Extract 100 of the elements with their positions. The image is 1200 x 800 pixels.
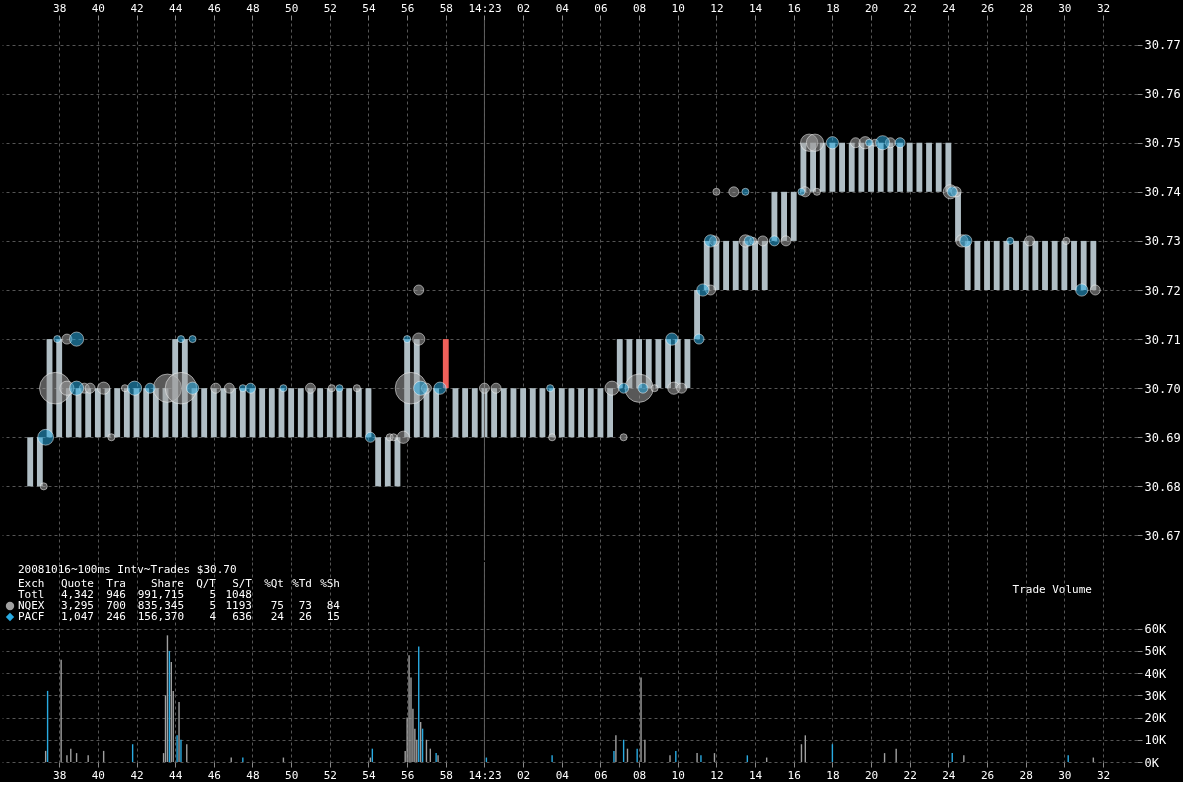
- x-tick-label: 14:23: [468, 768, 502, 782]
- x-tick-label: 14:23: [468, 1, 502, 15]
- x-tick-label: 38: [53, 1, 67, 15]
- y-tick-label: 30.69: [1144, 430, 1181, 445]
- x-tick-label: 24: [942, 1, 956, 15]
- bar: [1042, 240, 1048, 290]
- y-tick-label: 30.67: [1144, 528, 1181, 543]
- x-tick-label: 46: [207, 768, 221, 782]
- x-tick-label: 56: [401, 1, 415, 15]
- bar: [27, 437, 34, 487]
- x-tick-label: 16: [787, 1, 801, 15]
- x-tick-label: 26: [980, 1, 995, 15]
- x-tick-label: 06: [594, 768, 608, 782]
- y-tick-label: 0K: [1144, 755, 1160, 770]
- x-tick-label: 40: [91, 768, 105, 782]
- y-tick-label: 60K: [1144, 622, 1167, 637]
- bar: [839, 142, 845, 192]
- x-tick-label: 06: [594, 1, 608, 15]
- x-tick-label: 50: [285, 768, 299, 782]
- x-tick-label: 52: [323, 768, 337, 782]
- bar: [268, 388, 275, 438]
- bar: [1032, 240, 1039, 290]
- bar: [317, 388, 324, 438]
- x-tick-label: 32: [1096, 1, 1111, 15]
- bar: [1071, 240, 1077, 290]
- x-tick-label: 20: [864, 768, 879, 782]
- bar: [529, 388, 536, 438]
- bar: [984, 240, 990, 290]
- x-tick-label: 46: [207, 1, 221, 15]
- bar: [471, 388, 478, 438]
- y-tick-label: 30.73: [1144, 234, 1181, 249]
- x-tick-label: 12: [710, 768, 724, 782]
- x-tick-label: 44: [169, 768, 183, 782]
- bar: [1051, 240, 1058, 290]
- bar: [462, 388, 469, 438]
- x-tick-label: 42: [130, 768, 144, 782]
- x-tick-label: 14: [748, 1, 763, 15]
- bar: [935, 142, 942, 192]
- bar: [587, 388, 594, 438]
- x-tick-label: 30: [1058, 1, 1072, 15]
- y-axis-title: Trade Volume: [1012, 583, 1092, 596]
- bar: [974, 240, 981, 290]
- y-tick-label: 30K: [1144, 688, 1167, 703]
- x-tick-label: 16: [787, 768, 801, 782]
- x-tick-label: 18: [826, 768, 840, 782]
- y-tick-label: 30.68: [1144, 479, 1181, 494]
- legend-label: PACF: [18, 610, 45, 623]
- x-tick-label: 42: [130, 1, 144, 15]
- y-tick-label: 30.71: [1144, 332, 1181, 347]
- x-tick-label: 48: [246, 768, 260, 782]
- x-tick-label: 58: [439, 1, 453, 15]
- x-tick-label: 50: [285, 1, 299, 15]
- x-tick-label: 38: [53, 768, 67, 782]
- bar: [288, 388, 295, 438]
- bar: [520, 388, 527, 438]
- x-tick-label: 28: [1019, 1, 1033, 15]
- bar: [346, 388, 353, 438]
- x-tick-label: 44: [169, 1, 183, 15]
- x-tick-label: 56: [401, 768, 415, 782]
- legend-label: NQEX: [18, 599, 45, 612]
- text: Exch Quote Tra Share Q/T S/T %Qt %Td %Sh: [18, 577, 340, 590]
- bar: [375, 437, 382, 487]
- y-tick-label: 30.76: [1144, 87, 1181, 102]
- x-tick-label: 08: [632, 1, 647, 15]
- y-tick-label: 30.77: [1144, 38, 1181, 53]
- y-tick-label: 40K: [1144, 666, 1167, 681]
- text: 1,047 246 156,370 4 636 24 26 15: [60, 610, 340, 623]
- bar: [626, 339, 633, 389]
- y-tick-label: 30.74: [1144, 185, 1181, 200]
- bar: [732, 240, 739, 290]
- text: 3,295 700 835,345 5 1193 75 73 84: [60, 599, 340, 612]
- x-tick-label: 48: [246, 1, 260, 15]
- x-tick-label: 32: [1096, 768, 1111, 782]
- x-tick-label: 04: [555, 1, 570, 15]
- bar: [500, 388, 507, 438]
- y-tick-label: 20K: [1144, 711, 1167, 726]
- x-tick-label: 40: [91, 1, 105, 15]
- bar: [1013, 240, 1019, 290]
- x-tick-label: 02: [516, 1, 531, 15]
- x-tick-label: 20: [864, 1, 879, 15]
- x-tick-label: 10: [671, 768, 685, 782]
- bar: [790, 191, 797, 241]
- x-tick-label: 14: [748, 768, 763, 782]
- chart-title: 20081016~100ms Intv~Trades $30.70: [18, 563, 237, 576]
- bar: [297, 388, 304, 438]
- x-tick-label: 58: [439, 768, 453, 782]
- y-tick-label: 30.72: [1144, 283, 1181, 298]
- y-tick-label: 30.70: [1144, 381, 1181, 396]
- bar: [578, 388, 585, 438]
- bar: [916, 142, 923, 192]
- x-tick-label: 54: [362, 1, 376, 15]
- bar: [114, 388, 121, 438]
- y-tick-label: 30.75: [1144, 136, 1181, 151]
- bar: [906, 142, 913, 192]
- x-tick-label: 30: [1058, 768, 1072, 782]
- text: Totl 4,342 946 991,715 5 1048: [18, 588, 252, 601]
- bar: [201, 388, 208, 438]
- y-tick-label: 50K: [1144, 644, 1167, 659]
- x-tick-label: 22: [903, 1, 917, 15]
- x-tick-label: 54: [362, 768, 376, 782]
